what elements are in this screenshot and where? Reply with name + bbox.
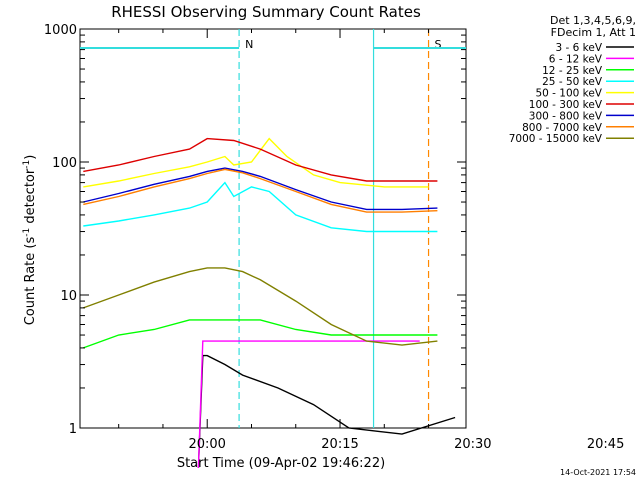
y-tick-label: 1 — [69, 422, 77, 437]
ylabel-sup-1: -1 — [22, 228, 32, 237]
series-layer — [83, 137, 456, 469]
x-tick-label: 20:15 — [321, 437, 358, 452]
y-axis-label: Count Rate (s-1 detector-1) — [22, 155, 38, 326]
legend-header: FDecim 1, Att 1 — [551, 26, 636, 39]
chart-title: RHESSI Observing Summary Count Rates — [111, 3, 421, 21]
legend-header: Det 1,3,4,5,6,9, — [550, 14, 636, 27]
flag-label: N — [245, 38, 253, 51]
ylabel-sup-2: -1 — [22, 160, 32, 169]
series-line — [83, 267, 438, 346]
footer-date: 14-Oct-2021 17:54 — [560, 468, 636, 477]
series-line — [83, 319, 438, 349]
ylabel-part-main: Count Rate (s — [23, 237, 38, 326]
series-line — [197, 354, 456, 469]
legend-entry: 7000 - 15000 keV — [509, 133, 603, 145]
x-tick-label: 20:30 — [454, 437, 491, 452]
series-line — [197, 340, 420, 469]
flag-label: S — [435, 38, 442, 51]
series-line — [83, 181, 438, 233]
legend-entry: 12 - 25 keV — [542, 65, 603, 77]
plot-frame — [79, 28, 467, 429]
y-axis: 1 10 100 1000 — [44, 23, 466, 437]
legend-entry: 50 - 100 keV — [535, 88, 602, 100]
legend-entry: 100 - 300 keV — [529, 99, 603, 111]
legend-entry: 25 - 50 keV — [542, 76, 603, 88]
series-line — [83, 137, 438, 182]
x-tick-label: 20:45 — [587, 437, 624, 452]
ylabel-part-end: ) — [23, 155, 38, 160]
legend-entry: 3 - 6 keV — [555, 42, 602, 54]
series-line — [83, 167, 438, 211]
series-line — [83, 137, 429, 188]
legend-entry: 300 - 800 keV — [529, 110, 603, 122]
y-tick-label: 10 — [60, 289, 77, 304]
legend-entry: 6 - 12 keV — [549, 53, 603, 65]
legend-entry: 800 - 7000 keV — [522, 122, 603, 134]
legend: Det 1,3,4,5,6,9,FDecim 1, Att 1 3 - 6 keV… — [509, 14, 636, 145]
y-tick-label: 1000 — [44, 23, 77, 38]
y-tick-label: 100 — [52, 156, 77, 171]
x-axis-label: Start Time (09-Apr-02 19:46:22) — [177, 456, 385, 471]
x-tick-label: 20:00 — [188, 437, 225, 452]
ylabel-part-mid: detector — [23, 168, 38, 228]
series-line — [83, 168, 438, 213]
